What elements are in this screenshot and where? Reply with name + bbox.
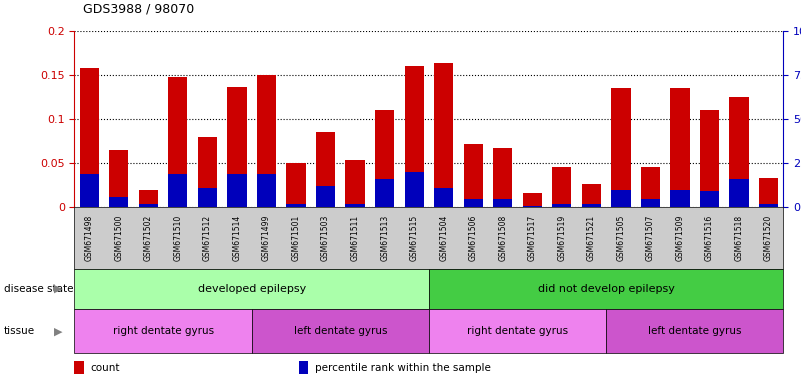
Bar [198,137,217,207]
Bar [759,178,779,207]
Bar [109,197,128,207]
Text: tissue: tissue [4,326,35,336]
Bar [316,186,335,207]
Bar [434,188,453,207]
Text: ▶: ▶ [54,326,63,336]
Bar [168,174,187,207]
Bar [670,88,690,207]
Bar [730,97,749,207]
Bar [168,77,187,207]
Bar [345,204,364,207]
Text: GSM671505: GSM671505 [617,215,626,261]
Text: developed epilepsy: developed epilepsy [198,284,306,294]
Text: percentile rank within the sample: percentile rank within the sample [315,362,491,373]
Text: GSM671501: GSM671501 [292,215,300,261]
Bar [316,132,335,207]
Text: GSM671509: GSM671509 [675,215,685,261]
Text: GSM671521: GSM671521 [587,215,596,261]
Bar [582,184,601,207]
Text: GSM671508: GSM671508 [498,215,507,261]
Text: GSM671503: GSM671503 [321,215,330,261]
Bar [464,144,483,207]
Bar [79,68,99,207]
Bar [375,110,394,207]
Text: count: count [91,362,120,373]
Bar [493,148,513,207]
Text: GSM671500: GSM671500 [115,215,123,261]
Bar [405,172,424,207]
Bar [257,75,276,207]
Bar [611,190,630,207]
Text: GSM671498: GSM671498 [85,215,94,261]
Text: GSM671511: GSM671511 [351,215,360,261]
Bar [700,192,719,207]
Text: did not develop epilepsy: did not develop epilepsy [537,284,674,294]
Text: GSM671517: GSM671517 [528,215,537,261]
Text: left dentate gyrus: left dentate gyrus [648,326,742,336]
Bar [464,199,483,207]
Bar [434,63,453,207]
Text: GSM671519: GSM671519 [557,215,566,261]
Text: GSM671518: GSM671518 [735,215,743,261]
Bar [523,205,542,207]
Bar [759,204,779,207]
Bar [375,179,394,207]
Bar [345,160,364,207]
Bar [582,204,601,207]
Bar [670,190,690,207]
Bar [552,204,571,207]
Text: disease state: disease state [4,284,74,294]
Bar [611,88,630,207]
Text: right dentate gyrus: right dentate gyrus [467,326,568,336]
Bar [730,179,749,207]
Text: GSM671516: GSM671516 [705,215,714,261]
Bar [287,163,306,207]
Text: GSM671499: GSM671499 [262,215,271,261]
Text: GSM671507: GSM671507 [646,215,655,261]
Text: GSM671506: GSM671506 [469,215,477,261]
Bar [641,167,660,207]
Bar [109,150,128,207]
Bar [139,204,158,207]
Bar [405,66,424,207]
Bar [139,190,158,207]
Bar [523,193,542,207]
Bar [257,174,276,207]
Text: GSM671513: GSM671513 [380,215,389,261]
Text: ▶: ▶ [54,284,63,294]
Bar [227,174,247,207]
Text: GSM671510: GSM671510 [173,215,183,261]
Text: left dentate gyrus: left dentate gyrus [294,326,387,336]
Bar [641,199,660,207]
Text: GSM671512: GSM671512 [203,215,212,261]
Bar [287,204,306,207]
Text: right dentate gyrus: right dentate gyrus [113,326,214,336]
Bar [700,110,719,207]
Bar [493,199,513,207]
Text: GSM671520: GSM671520 [764,215,773,261]
Text: GSM671515: GSM671515 [409,215,419,261]
Bar [552,167,571,207]
Text: GDS3988 / 98070: GDS3988 / 98070 [83,2,194,15]
Text: GSM671504: GSM671504 [439,215,449,261]
Bar [198,188,217,207]
Text: GSM671502: GSM671502 [144,215,153,261]
Text: GSM671514: GSM671514 [232,215,241,261]
Bar [79,174,99,207]
Bar [227,87,247,207]
